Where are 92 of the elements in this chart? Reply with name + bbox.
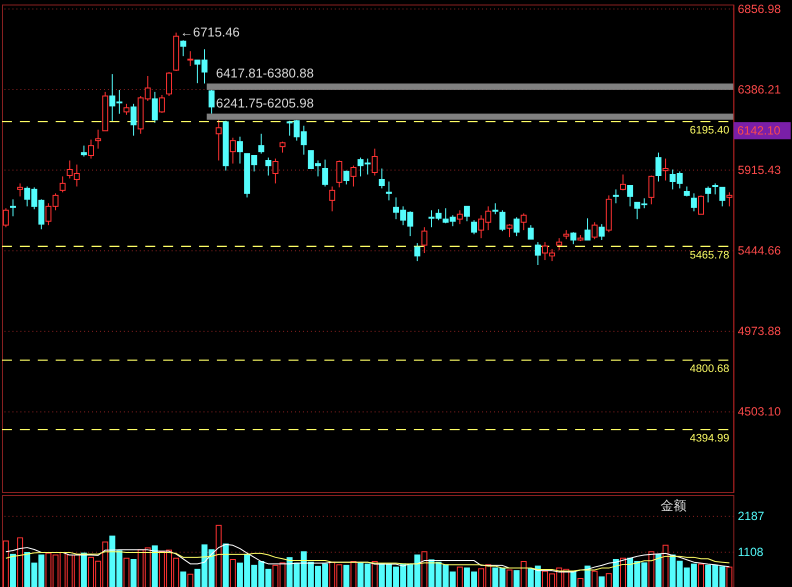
annotation: 金额: [660, 498, 687, 514]
candlestick: [272, 158, 278, 184]
line-series: [5, 551, 730, 572]
candlestick: [336, 160, 342, 188]
bar: [570, 571, 576, 587]
bar: [343, 564, 350, 587]
candlestick: [627, 184, 634, 207]
y-tick-label: 1108: [738, 544, 764, 559]
candlestick: [208, 89, 215, 114]
candlestick: [230, 137, 236, 164]
candlestick: [152, 91, 158, 124]
candlestick: [684, 186, 690, 197]
candlestick: [60, 176, 66, 193]
candlestick: [386, 181, 392, 201]
candlestick: [598, 224, 605, 241]
candlestick: [88, 139, 94, 160]
y-tick-label: 5915.43: [738, 162, 782, 177]
candlestick: [471, 220, 478, 235]
candlestick: [265, 157, 272, 176]
y-tick-label: 4973.88: [738, 324, 782, 338]
candlestick: [563, 230, 570, 240]
bar: [10, 554, 16, 587]
y-tick-label: 4503.10: [738, 404, 782, 419]
candlestick: [322, 159, 328, 187]
candlestick: [690, 192, 697, 212]
candlestick: [123, 103, 130, 116]
candlestick: [719, 186, 726, 207]
ref-line-label: 6195.40: [690, 124, 730, 137]
candlestick: [95, 129, 102, 150]
candlestick: [216, 119, 222, 161]
candlestick: [464, 206, 470, 222]
candlestick: [570, 232, 576, 245]
candlestick: [698, 194, 704, 215]
candlestick: [421, 226, 428, 254]
candlestick: [166, 72, 172, 96]
candlestick: [506, 224, 512, 238]
bar: [152, 545, 158, 587]
bar: [598, 576, 605, 587]
bar: [584, 566, 591, 587]
candlestick: [648, 175, 654, 205]
band-label: 6417.81-6380.88: [216, 66, 314, 81]
band-label: 6241.75-6205.98: [216, 96, 314, 111]
candlestick: [258, 133, 264, 154]
candlestick: [556, 238, 562, 251]
candlestick: [280, 141, 286, 154]
candlestick: [158, 94, 165, 114]
candlestick: [620, 174, 626, 191]
y-tick-label: 2187: [738, 508, 765, 523]
bar: [222, 543, 229, 587]
candlestick: [456, 210, 463, 225]
candlestick: [514, 216, 520, 237]
y-tick-label: 6856.98: [738, 2, 782, 16]
ref-line-label: 4800.68: [690, 363, 730, 376]
candlestick: [17, 182, 24, 197]
candlestick: [534, 242, 541, 266]
candlestick: [499, 210, 506, 232]
candlestick: [187, 50, 194, 67]
bar: [130, 559, 137, 587]
y-tick-label: 5444.66: [738, 243, 782, 258]
bar: [80, 552, 87, 587]
candlestick: [2, 208, 9, 228]
candlestick: [528, 224, 534, 240]
candlestick: [372, 148, 378, 176]
y-tick-label: 6386.21: [738, 82, 782, 96]
candlestick: [10, 198, 16, 217]
bar: [514, 570, 520, 587]
text: 6142.10: [737, 124, 781, 138]
ref-line-label: 4394.99: [690, 432, 730, 445]
candlestick: [80, 145, 87, 158]
candlestick: [130, 103, 137, 136]
candlestick: [350, 165, 356, 187]
candlestick: [655, 152, 662, 182]
ref-line-label: 5465.78: [690, 249, 730, 262]
candlestick: [520, 212, 527, 231]
candlestick: [414, 242, 420, 262]
candlestick: [612, 188, 619, 204]
candlestick: [236, 136, 243, 164]
candlestick: [726, 192, 732, 207]
candlestick: [705, 186, 712, 203]
candlestick: [662, 158, 669, 181]
candlestick: [343, 170, 350, 185]
candlestick: [180, 40, 186, 57]
bar: [612, 559, 619, 587]
annotation: ←6715.46: [180, 24, 240, 40]
candlestick: [329, 186, 336, 212]
bar: [180, 571, 186, 587]
candlestick: [592, 222, 598, 240]
candlestick: [584, 218, 591, 241]
candlestick: [712, 182, 718, 195]
candlestick: [378, 168, 385, 189]
bar: [655, 554, 662, 587]
candlestick: [492, 202, 498, 215]
